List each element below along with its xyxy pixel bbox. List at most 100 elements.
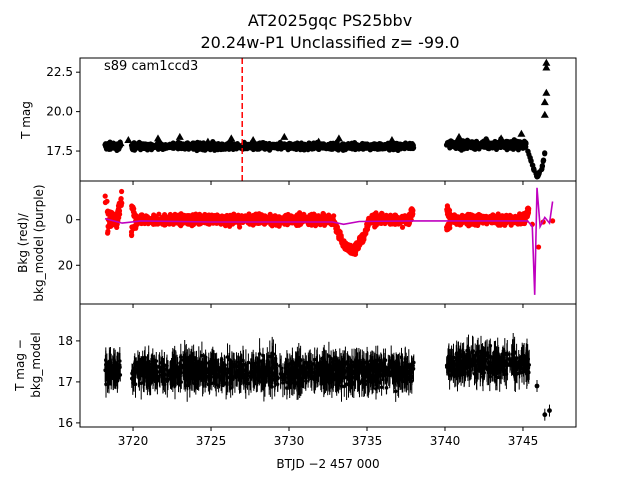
top-data-point	[308, 143, 314, 149]
upper-limit-marker	[497, 134, 506, 142]
bkg-data-point	[284, 215, 290, 221]
upper-limit-marker	[542, 63, 551, 71]
top-data-point	[402, 142, 408, 148]
top-data-point	[155, 146, 161, 152]
top-data-point	[491, 143, 497, 149]
y-tick-label: 20.0	[46, 105, 73, 119]
upper-limit-marker	[334, 134, 343, 142]
bkg-data-point	[361, 233, 367, 239]
bkg-data-point	[304, 215, 310, 221]
top-data-point	[188, 144, 195, 150]
bkg-data-point	[156, 211, 162, 217]
upper-limit-marker	[517, 129, 526, 137]
top-data-point	[251, 143, 257, 149]
top-data-point	[160, 145, 166, 151]
bkg-data-point	[509, 215, 515, 222]
upper-limit-marker	[203, 137, 212, 145]
bkg-data-point	[350, 251, 356, 257]
bkg-data-point	[164, 214, 170, 220]
top-data-point	[166, 142, 172, 148]
bkg-data-point	[102, 199, 108, 206]
bkg-model-line	[104, 187, 554, 295]
bkg-data-point	[133, 225, 139, 231]
bkg-data-point	[345, 244, 351, 250]
bkg-data-point	[312, 223, 319, 229]
bkg-data-point	[116, 206, 122, 212]
bkg-data-point	[476, 211, 482, 218]
bkg-data-point	[315, 215, 321, 221]
upper-limit-marker	[455, 132, 464, 140]
bkg-data-point	[357, 239, 363, 245]
middle-panel-data	[102, 187, 556, 295]
bkg-data-point	[445, 226, 451, 232]
bkg-data-point	[263, 218, 269, 224]
bkg-data-point	[362, 228, 368, 235]
top-data-point	[393, 144, 399, 150]
bkg-data-point	[300, 218, 306, 224]
bkg-data-point	[152, 214, 158, 221]
bkg-data-point	[330, 217, 336, 223]
top-panel-frame	[79, 57, 577, 182]
upper-limit-marker	[387, 136, 396, 143]
bkg-data-point	[336, 234, 343, 240]
bkg-data-point	[206, 212, 212, 218]
top-data-point	[280, 144, 287, 150]
upper-limit-marker	[175, 132, 184, 140]
bkg-data-point	[269, 223, 275, 229]
bkg-data-point	[550, 218, 556, 224]
bkg-data-point	[258, 215, 264, 221]
top-data-point	[376, 141, 382, 147]
bkg-data-point	[444, 206, 450, 212]
y-tick-label: 22.5	[46, 65, 73, 79]
top-data-point	[298, 144, 304, 150]
bkg-data-point	[276, 216, 282, 222]
top-data-point	[208, 146, 214, 152]
middle-panel-ylabel-line1: Bkg (red)/	[16, 212, 30, 273]
upper-limit-marker	[280, 132, 289, 140]
middle-panel-ticks: 0 20	[58, 213, 524, 308]
bkg-data-point	[409, 208, 415, 214]
upper-limit-marker	[483, 137, 492, 145]
bottom-data-point	[104, 382, 108, 387]
bkg-data-point	[190, 212, 196, 218]
top-data-point	[196, 142, 202, 148]
top-data-point	[149, 142, 155, 148]
top-data-point	[349, 145, 355, 151]
top-data-point	[176, 142, 182, 148]
top-data-point	[462, 143, 469, 150]
bottom-data-point	[117, 363, 122, 367]
bkg-data-point	[535, 244, 542, 250]
top-data-point	[293, 145, 299, 151]
top-flare-point	[528, 157, 534, 163]
bkg-data-point	[272, 213, 278, 219]
bkg-data-point	[325, 216, 331, 222]
bottom-data-point	[249, 369, 253, 374]
top-data-point	[514, 143, 520, 149]
bkg-data-point	[369, 214, 375, 220]
top-data-point	[367, 147, 373, 153]
upper-limit-marker	[542, 58, 551, 66]
bkg-data-point	[393, 221, 399, 227]
top-flare-point	[540, 158, 546, 164]
bkg-data-point	[184, 216, 190, 222]
bkg-data-point	[213, 220, 219, 226]
upper-limit-marker	[124, 136, 133, 143]
bkg-data-point	[311, 211, 317, 217]
bkg-data-point	[399, 224, 406, 230]
top-panel-ylabel: T mag	[19, 101, 33, 140]
top-data-point	[254, 146, 260, 152]
bkg-data-point	[105, 228, 111, 234]
bkg-data-point	[499, 215, 505, 221]
top-flare-point	[529, 162, 536, 168]
top-data-point	[515, 147, 522, 153]
bkg-data-point	[500, 221, 506, 227]
bkg-data-point	[227, 215, 233, 221]
bkg-data-point	[407, 212, 413, 218]
top-flare-point	[542, 151, 548, 157]
bkg-data-point	[407, 217, 413, 223]
bkg-data-point	[254, 213, 260, 219]
bkg-data-point	[213, 213, 219, 219]
bottom-data-point	[110, 365, 115, 369]
y-tick-label: 0	[65, 213, 73, 227]
bottom-data-point	[342, 370, 347, 375]
